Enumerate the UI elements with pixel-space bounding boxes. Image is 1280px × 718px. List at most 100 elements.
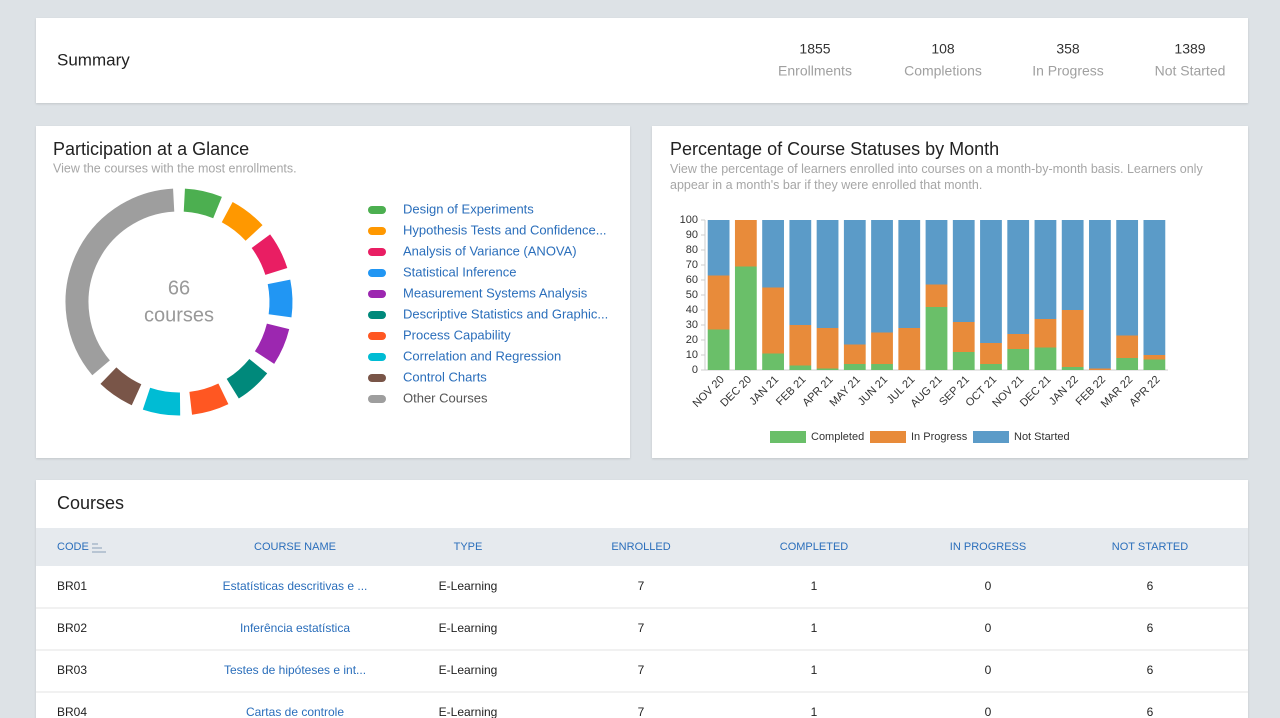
y-tick-label: 90	[686, 229, 698, 241]
bar-segment	[816, 220, 839, 328]
column-header[interactable]: IN PROGRESS	[950, 541, 1026, 553]
donut-segment	[189, 383, 229, 415]
legend-label[interactable]: Design of Experiments	[403, 201, 534, 216]
donut-segment	[226, 358, 268, 399]
course-link[interactable]: Cartas de controle	[246, 705, 344, 718]
table-cell: 1	[811, 579, 818, 593]
bar-segment	[707, 220, 730, 276]
y-tick-label: 30	[686, 319, 698, 331]
bar-segment	[898, 220, 921, 328]
donut-center-label: courses	[144, 304, 214, 326]
legend-marker	[368, 227, 386, 235]
legend-swatch	[770, 431, 806, 443]
course-link[interactable]: Inferência estatística	[240, 621, 350, 635]
stat-label: Enrollments	[778, 63, 852, 79]
bar-segment	[925, 220, 948, 285]
courses-title: Courses	[57, 493, 124, 513]
bar-segment	[1143, 220, 1166, 355]
bar-segment	[707, 329, 730, 370]
legend-label[interactable]: Correlation and Regression	[403, 348, 561, 363]
column-header[interactable]: ENROLLED	[611, 541, 670, 553]
donut-segment	[221, 201, 263, 241]
legend-marker	[368, 269, 386, 277]
column-header[interactable]: TYPE	[454, 541, 483, 553]
y-tick-label: 20	[686, 334, 698, 346]
bar-segment	[1089, 220, 1111, 369]
bar-segment	[1034, 319, 1057, 348]
donut-segment	[254, 323, 290, 364]
table-cell: 0	[985, 621, 992, 635]
table-cell: 7	[638, 579, 645, 593]
summary-title: Summary	[57, 50, 130, 69]
bar-segment	[871, 332, 893, 364]
bar-segment	[1143, 355, 1166, 360]
y-tick-label: 70	[686, 259, 698, 271]
bar-segment	[789, 365, 812, 370]
table-cell: 0	[985, 663, 992, 677]
table-cell: 6	[1147, 663, 1154, 677]
legend-label[interactable]: Descriptive Statistics and Graphic...	[403, 306, 608, 321]
table-cell: BR02	[57, 621, 87, 635]
donut-center-value: 66	[168, 277, 190, 299]
bar-segment	[707, 275, 730, 330]
bar-segment	[1116, 335, 1139, 358]
legend-label[interactable]: Measurement Systems Analysis	[403, 285, 588, 300]
participation-card	[36, 126, 630, 458]
table-header-bg	[36, 528, 1248, 566]
table-cell: E-Learning	[439, 579, 498, 593]
bar-segment	[952, 220, 975, 322]
course-link[interactable]: Estatísticas descritivas e ...	[223, 579, 368, 593]
table-cell: BR04	[57, 705, 87, 718]
table-cell: 6	[1147, 579, 1154, 593]
table-cell: 6	[1147, 705, 1154, 718]
summary-card	[36, 18, 1248, 103]
column-header[interactable]: COMPLETED	[780, 541, 849, 553]
bar-segment	[789, 325, 812, 366]
status-subtitle: View the percentage of learners enrolled…	[670, 162, 1203, 192]
participation-title: Participation at a Glance	[53, 139, 249, 159]
legend-label[interactable]: Statistical Inference	[403, 264, 516, 279]
bar-segment	[980, 343, 1002, 364]
legend-marker	[368, 290, 386, 298]
y-tick-label: 0	[692, 364, 698, 376]
bar-segment	[1061, 367, 1084, 370]
course-link[interactable]: Testes de hipóteses e int...	[224, 663, 366, 677]
y-tick-label: 10	[686, 349, 698, 361]
bar-segment	[843, 364, 866, 370]
legend-label[interactable]: Analysis of Variance (ANOVA)	[403, 243, 577, 258]
bar-segment	[1007, 220, 1030, 334]
donut-segment	[267, 279, 293, 318]
table-cell: 7	[638, 621, 645, 635]
legend-label[interactable]: Hypothesis Tests and Confidence...	[403, 222, 607, 237]
sort-icon[interactable]	[92, 543, 106, 553]
legend-swatch	[973, 431, 1009, 443]
column-header[interactable]: NOT STARTED	[1112, 541, 1188, 553]
legend-label[interactable]: Other Courses	[403, 390, 488, 405]
bar-segment	[952, 322, 975, 352]
stat-label: Not Started	[1155, 63, 1226, 79]
donut-segment	[251, 234, 288, 276]
bar-segment	[1116, 220, 1139, 336]
bar-segment	[980, 220, 1002, 343]
legend-marker	[368, 311, 386, 319]
bar-segment	[1061, 310, 1084, 367]
column-header[interactable]: COURSE NAME	[254, 541, 336, 553]
table-cell: 7	[638, 663, 645, 677]
legend-label[interactable]: Control Charts	[403, 369, 487, 384]
table-cell: E-Learning	[439, 621, 498, 635]
bar-segment	[871, 220, 893, 333]
legend-label[interactable]: Process Capability	[403, 327, 511, 342]
legend-swatch	[870, 431, 906, 443]
bar-segment	[898, 328, 921, 370]
legend-marker	[368, 206, 386, 214]
legend-marker	[368, 248, 386, 256]
table-cell: E-Learning	[439, 705, 498, 718]
column-header[interactable]: CODE	[57, 541, 89, 553]
donut-segment	[100, 367, 142, 406]
legend-marker	[368, 374, 386, 382]
legend-label: Completed	[811, 431, 864, 443]
table-cell: 0	[985, 705, 992, 718]
bar-segment	[762, 287, 784, 354]
